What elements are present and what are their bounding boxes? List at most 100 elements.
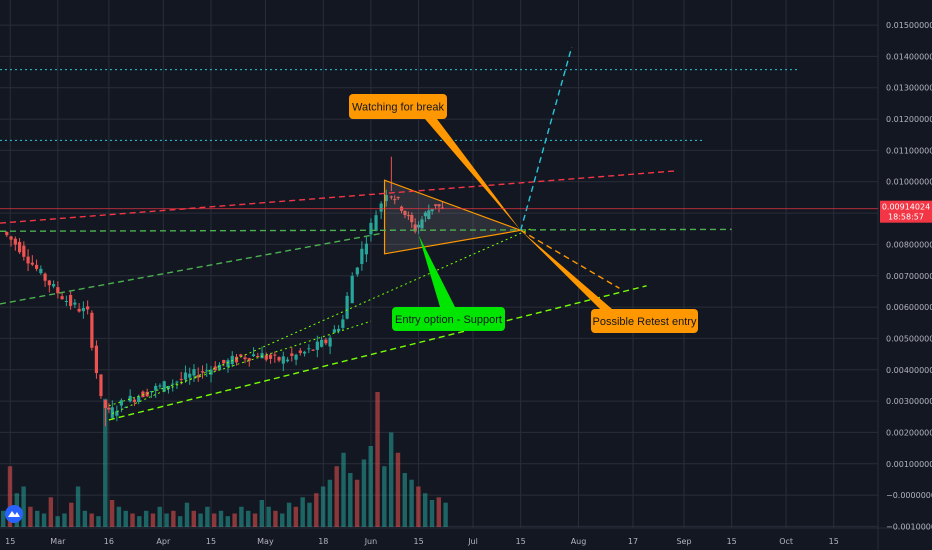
candle-body: [34, 264, 39, 269]
green-horizontal-support: [0, 228, 732, 232]
volume-bar: [191, 510, 196, 527]
volume-bar: [286, 502, 292, 527]
candle-body: [94, 345, 99, 374]
candle-body: [51, 284, 56, 287]
x-tick-label: Jul: [467, 537, 478, 546]
volume-bar: [443, 502, 448, 527]
candle-body: [384, 195, 388, 202]
volume-bar: [143, 510, 149, 527]
candle-body: [389, 196, 393, 198]
x-tick-label: 17: [628, 537, 638, 546]
volume-bar: [198, 513, 203, 527]
time-axis[interactable]: 15 Mar 16 Apr 15 May 18 Jun 15 Jul 15 Aug 17 Sep 15 Oct…: [5, 537, 839, 546]
volume-bar: [361, 459, 367, 527]
candles: [5, 156, 445, 427]
candle-body: [213, 366, 217, 371]
volume-bar: [1, 510, 6, 527]
volume-bar: [69, 502, 74, 527]
candle-body: [440, 207, 445, 209]
volume-bar: [429, 500, 435, 527]
trend-drawings: [0, 46, 800, 421]
candle-body: [192, 369, 196, 376]
callout-1[interactable]: Watching for break: [349, 94, 521, 231]
volume-bar: [273, 510, 278, 527]
callout-text: Watching for break: [352, 102, 444, 114]
green-trend-mid: [0, 232, 382, 305]
volume-bar: [96, 516, 101, 527]
candle-body: [137, 396, 141, 402]
y-tick-label: 0.00100000: [886, 460, 932, 469]
candle-body: [217, 364, 222, 370]
candle-body: [205, 370, 209, 372]
volume-bar: [150, 513, 156, 527]
volume-bar: [123, 510, 128, 527]
volume-bar: [259, 500, 265, 527]
x-tick-label: 16: [104, 537, 114, 546]
volume-bar: [103, 398, 108, 527]
callout-box: [591, 309, 698, 333]
volume-bar: [348, 473, 353, 527]
candle-body: [226, 360, 230, 367]
candle-body: [268, 354, 273, 359]
candle-body: [60, 296, 64, 300]
candle-body: [379, 203, 383, 212]
candle-body: [285, 359, 290, 362]
candle-body: [416, 224, 421, 228]
callout-3[interactable]: Possible Retest entry: [520, 230, 698, 333]
x-tick-label: 15: [829, 537, 839, 546]
x-tick-label: May: [257, 537, 274, 546]
volume-bar: [314, 493, 319, 527]
candle-body: [132, 399, 137, 403]
x-tick-label: 15: [727, 537, 737, 546]
volume-bar: [116, 506, 122, 527]
candle-body: [256, 355, 260, 358]
candle-body: [30, 262, 34, 265]
candle-body: [175, 381, 179, 383]
candle-body: [369, 222, 373, 235]
volume-bar: [402, 473, 407, 527]
y-tick-label: 0.01400000: [886, 52, 932, 61]
tradingview-logo-icon[interactable]: [5, 505, 23, 523]
x-tick-label: Oct: [779, 537, 793, 546]
x-tick-label: Apr: [156, 537, 171, 546]
red-resistance: [0, 170, 678, 224]
callout-box: [349, 94, 447, 119]
y-tick-label: 0.00200000: [886, 428, 932, 437]
price-tag-value: 0.00914024: [882, 203, 930, 212]
y-tick-label: 0.01300000: [886, 84, 932, 93]
cyan-breakout-projection: [520, 46, 573, 231]
volume-bar: [293, 506, 299, 527]
y-tick-label: 0.01000000: [886, 178, 932, 187]
callout-pointer: [418, 235, 455, 307]
volume-bar: [382, 466, 387, 527]
volume-bar: [280, 513, 285, 527]
symmetrical-triangle: [383, 179, 523, 255]
volume-bar: [130, 513, 135, 527]
candle-body: [264, 355, 268, 360]
y-tick-label: 0.01200000: [886, 115, 932, 124]
volume-bar: [7, 466, 13, 527]
y-tick-label: 0.00600000: [886, 303, 932, 312]
candle-body: [115, 411, 119, 416]
candle-body: [324, 339, 328, 344]
volume-bar: [89, 513, 94, 527]
candle-body: [222, 360, 226, 364]
candle-body: [273, 354, 277, 356]
callout-2[interactable]: Entry option - Support: [392, 235, 505, 331]
candle-body: [413, 224, 417, 232]
candle-body: [145, 391, 149, 397]
volume-bar: [320, 486, 326, 527]
volume-bar: [35, 510, 40, 527]
candle-body: [328, 337, 332, 347]
volume-bar: [28, 506, 33, 527]
candle-body: [364, 243, 369, 255]
x-tick-label: Mar: [50, 537, 66, 546]
candle-body: [315, 341, 319, 350]
x-tick-label: 15: [5, 537, 15, 546]
candle-body: [410, 215, 414, 223]
volume-bar: [75, 486, 81, 527]
candle-body: [433, 204, 438, 206]
volume-bar: [395, 452, 401, 527]
